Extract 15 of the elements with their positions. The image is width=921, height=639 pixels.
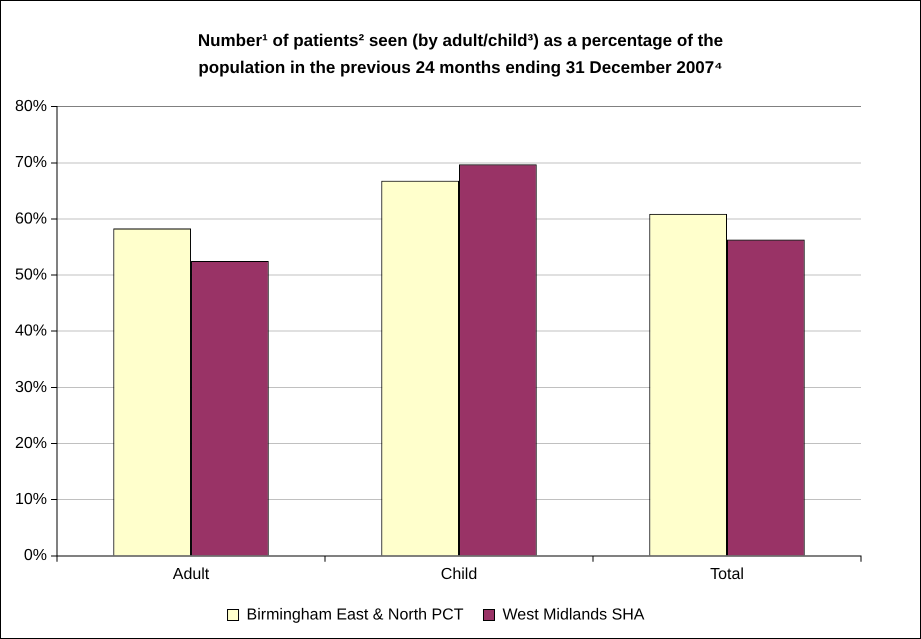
legend-label: Birmingham East & North PCT — [246, 606, 464, 624]
x-tick-label: Total — [710, 566, 744, 583]
y-tick-label: 40% — [14, 322, 48, 340]
x-tick-label: Adult — [172, 566, 210, 583]
y-tick-label: 30% — [14, 378, 48, 396]
y-tick-label: 80% — [14, 98, 48, 116]
chart-title: Number¹ of patients² seen (by adult/child³) as a percentage of the population in the previous 24 months ending 31 December 2007⁴ — [196, 30, 724, 79]
legend-label: West Midlands SHA — [502, 606, 645, 624]
y-tick-label: 50% — [14, 266, 48, 284]
y-tick-label: 60% — [14, 210, 48, 228]
y-tick-label: 10% — [14, 491, 48, 508]
x-tick-label: Child — [440, 566, 478, 583]
y-tick-label: 0% — [24, 547, 48, 564]
y-tick-label: 70% — [14, 154, 48, 172]
y-tick-label: 20% — [14, 434, 48, 452]
